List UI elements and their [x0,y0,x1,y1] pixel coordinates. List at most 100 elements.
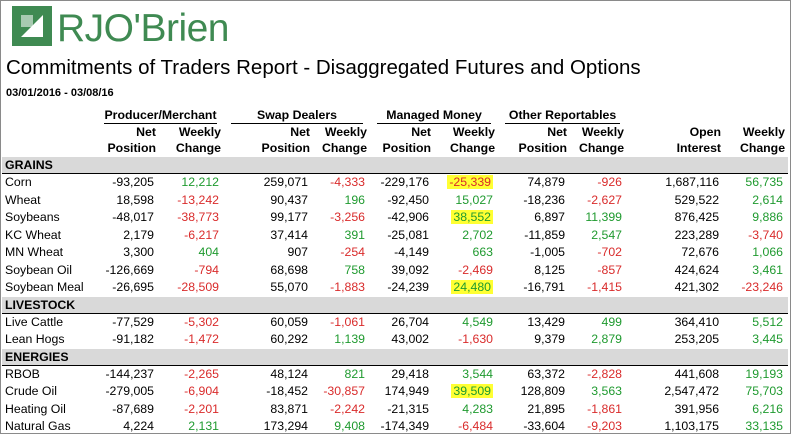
net-position-cell: -4,149 [394,245,430,259]
date-range: 03/01/2016 - 03/08/16 [6,87,114,99]
net-position-cell: -18,236 [523,192,566,207]
weekly-change-cell: 3,461 [752,262,784,277]
weekly-change-cell: -2,627 [587,192,623,207]
weekly-change-cell: -9,203 [587,419,623,433]
commodity-name: RBOB [5,366,40,381]
column-header-weekly-change: Weekly Change [578,125,625,155]
net-position-cell: -91,182 [112,332,154,346]
weekly-change-cell: 2,879 [591,332,623,346]
net-position-cell: -48,017 [112,210,154,224]
weekly-change-cell: 15,027 [455,192,494,207]
weekly-change-cell: -30,857 [323,384,366,398]
weekly-change-cell: 9,408 [334,419,366,433]
weekly-change-cell: -2,828 [587,366,623,381]
commodity-name: Crude Oil [5,384,57,398]
net-position-cell: 21,895 [527,401,566,416]
net-position-cell: 3,300 [123,245,154,259]
net-position-cell: 37,414 [270,227,309,242]
weekly-change-cell: -23,246 [741,280,784,294]
net-position-cell: 26,704 [391,314,430,329]
open-interest-cell: 421,302 [674,280,720,294]
net-position-cell: 2,179 [123,227,154,242]
net-position-cell: 259,071 [263,175,309,189]
table-row: Crude Oil -279,005 -6,904 -18,452 -30,857 174… [2,383,788,401]
weekly-change-cell: -6,484 [458,419,494,433]
weekly-change-cell: 3,544 [462,366,494,381]
group-header-row: Producer/Merchant Swap Dealers Managed M… [2,107,788,124]
net-position-cell: 173,294 [263,419,309,433]
net-position-cell: 174,949 [384,384,430,398]
net-position-cell: 128,809 [520,384,566,398]
weekly-change-cell: 1,066 [752,245,784,259]
weekly-change-cell: -28,509 [177,280,220,294]
open-interest-cell: 391,956 [674,401,720,416]
open-interest-cell: 441,608 [674,366,720,381]
weekly-change-cell: -1,883 [330,280,366,294]
net-position-cell: -93,205 [112,175,154,189]
net-position-cell: -33,604 [523,419,566,433]
weekly-change-cell: -25,339 [447,175,494,189]
weekly-change-cell: -2,469 [458,262,494,277]
weekly-change-cell: -6,904 [184,384,220,398]
net-position-cell: 13,429 [527,314,566,329]
weekly-change-cell: 3,563 [591,384,623,398]
commodity-name: MN Wheat [5,245,64,259]
weekly-change-cell: 39,509 [451,384,494,398]
group-managed-money: Managed Money [370,107,498,124]
page-title: Commitments of Traders Report - Disaggre… [6,56,641,79]
weekly-change-cell: -3,740 [748,227,784,242]
weekly-change-cell: 391 [344,227,366,242]
net-position-cell: 9,379 [534,332,566,346]
table-row: Corn -93,205 12,212 259,071 -4,333 -229,176 -2… [2,174,788,192]
brand-name: RJO'Brien [57,7,230,50]
net-position-cell: -174,349 [380,419,430,433]
weekly-change-cell: 404 [198,245,220,259]
weekly-change-cell: 2,614 [752,192,784,207]
weekly-change-cell: 6,216 [752,401,784,416]
open-interest-cell: 529,522 [674,192,720,207]
table-row: Natural Gas 4,224 2,131 173,294 9,408 -174,34… [2,418,788,436]
weekly-change-cell: 33,135 [745,419,784,433]
net-position-cell: -77,529 [112,314,154,329]
weekly-change-cell: 19,193 [745,366,784,381]
table-row: RBOB -144,237 -2,265 48,124 821 29,418 3,544 63… [2,365,788,383]
weekly-change-cell: -702 [597,245,623,259]
net-position-cell: 29,418 [391,366,430,381]
weekly-change-cell: 2,547 [591,227,623,242]
table-row: Soybeans -48,017 -38,773 99,177 -3,256 -42,90… [2,209,788,227]
group-swap-dealers: Swap Dealers [224,107,370,124]
column-header-open-interest: Open Interest [676,125,722,155]
commodity-name: KC Wheat [5,227,62,242]
group-other-reportables: Other Reportables [498,107,627,124]
group-producer-merchant: Producer/Merchant [104,108,218,124]
table-row: Soybean Meal -26,695 -28,509 55,070 -1,883 -2… [2,279,788,297]
net-position-cell: -126,669 [105,262,154,277]
weekly-change-cell: -254 [340,245,366,259]
net-position-cell: -42,906 [387,210,430,224]
weekly-change-cell: 821 [344,366,366,381]
weekly-change-cell: -1,861 [587,401,623,416]
open-interest-cell: 364,410 [674,314,720,329]
table-row: Lean Hogs -91,182 -1,472 60,292 1,139 43,002 -… [2,331,788,349]
column-header-row: Net Position Weekly Change Net Position Weekly… [2,124,788,157]
weekly-change-cell: 3,445 [752,332,784,346]
weekly-change-cell: -857 [597,262,623,277]
weekly-change-cell: 11,399 [585,210,623,224]
column-header-net-position: Net Position [261,125,311,155]
weekly-change-cell: 9,886 [752,210,784,224]
section-label: ENERGIES [2,348,789,366]
column-header-net-position: Net Position [518,125,568,155]
weekly-change-cell: -4,333 [330,175,366,189]
weekly-change-cell: -6,217 [184,227,220,242]
net-position-cell: 83,871 [270,401,309,416]
commodity-name: Corn [5,175,32,189]
weekly-change-cell: 24,480 [451,280,494,294]
column-header-weekly-change: Weekly Change [175,125,222,155]
net-position-cell: 39,092 [391,262,430,277]
commodity-name: Soybean Meal [5,280,84,294]
net-position-cell: -25,081 [387,227,430,242]
weekly-change-cell: -2,242 [330,401,366,416]
cot-table: Producer/Merchant Swap Dealers Managed M… [2,107,789,436]
weekly-change-cell: 75,703 [745,384,784,398]
table-row: Heating Oil -87,689 -2,201 83,871 -2,242 -21,… [2,401,788,419]
